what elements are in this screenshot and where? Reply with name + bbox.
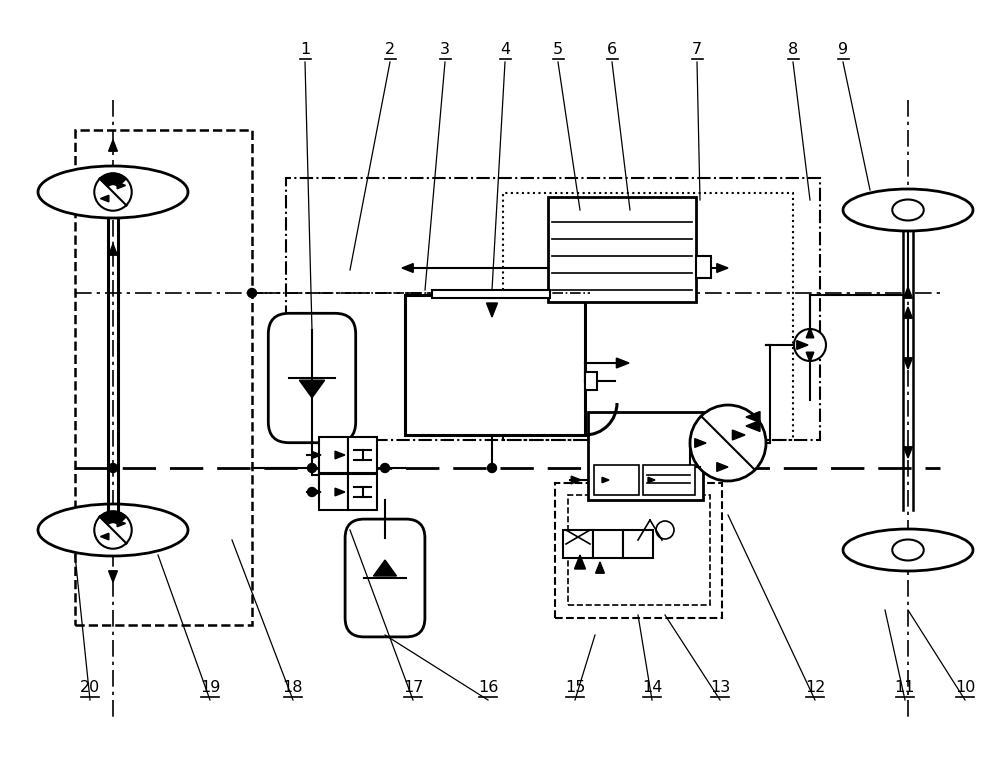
Polygon shape — [109, 244, 117, 255]
Polygon shape — [486, 303, 498, 317]
Ellipse shape — [38, 166, 188, 218]
Polygon shape — [616, 358, 629, 368]
Polygon shape — [596, 562, 604, 573]
Text: 14: 14 — [642, 680, 662, 695]
Circle shape — [308, 464, 316, 473]
Text: 7: 7 — [692, 42, 702, 57]
Polygon shape — [109, 140, 117, 151]
Circle shape — [308, 487, 316, 496]
Polygon shape — [117, 182, 126, 189]
Polygon shape — [574, 555, 586, 569]
Bar — [593, 530, 623, 558]
Bar — [568, 495, 710, 605]
Bar — [319, 474, 348, 510]
Polygon shape — [299, 380, 325, 398]
Circle shape — [108, 464, 118, 473]
Wedge shape — [100, 512, 126, 524]
Circle shape — [488, 464, 496, 473]
Text: 17: 17 — [403, 680, 423, 695]
Ellipse shape — [843, 529, 973, 571]
Ellipse shape — [843, 189, 973, 231]
Text: 1: 1 — [300, 42, 310, 57]
Polygon shape — [904, 447, 912, 458]
Text: 5: 5 — [553, 42, 563, 57]
Circle shape — [794, 329, 826, 361]
Polygon shape — [335, 451, 345, 459]
Bar — [348, 437, 377, 473]
Text: 18: 18 — [283, 680, 303, 695]
Text: 3: 3 — [440, 42, 450, 57]
Text: 4: 4 — [500, 42, 510, 57]
Polygon shape — [797, 341, 808, 349]
Polygon shape — [695, 439, 706, 447]
Bar — [643, 465, 695, 495]
Polygon shape — [373, 560, 397, 576]
Text: 12: 12 — [805, 680, 825, 695]
Ellipse shape — [94, 173, 132, 211]
Polygon shape — [717, 462, 728, 471]
Text: 10: 10 — [955, 680, 975, 695]
Bar — [555, 483, 722, 618]
Wedge shape — [100, 173, 126, 187]
Circle shape — [656, 521, 674, 539]
Text: 6: 6 — [607, 42, 617, 57]
Polygon shape — [335, 488, 345, 496]
Text: 9: 9 — [838, 42, 848, 57]
Text: 20: 20 — [80, 680, 100, 695]
Polygon shape — [571, 476, 581, 483]
Polygon shape — [904, 287, 912, 298]
Text: 13: 13 — [710, 680, 730, 695]
Polygon shape — [109, 571, 117, 582]
Polygon shape — [904, 307, 912, 318]
Ellipse shape — [892, 200, 924, 221]
Circle shape — [380, 464, 390, 473]
Polygon shape — [100, 534, 109, 540]
Polygon shape — [402, 263, 413, 272]
Bar — [594, 465, 639, 495]
Polygon shape — [746, 420, 760, 432]
Polygon shape — [904, 357, 912, 369]
Text: 19: 19 — [200, 680, 220, 695]
Bar — [432, 290, 550, 298]
Bar — [75, 130, 252, 625]
Bar — [623, 530, 653, 558]
Text: 11: 11 — [895, 680, 915, 695]
Polygon shape — [313, 489, 321, 496]
Bar — [588, 412, 703, 500]
Bar — [585, 372, 597, 390]
Polygon shape — [732, 430, 745, 440]
Bar — [405, 295, 585, 435]
Ellipse shape — [38, 504, 188, 556]
Text: 15: 15 — [565, 680, 585, 695]
Text: 8: 8 — [788, 42, 798, 57]
Polygon shape — [806, 352, 814, 362]
Circle shape — [248, 288, 256, 298]
FancyBboxPatch shape — [268, 313, 356, 442]
Polygon shape — [117, 520, 126, 527]
Bar — [548, 197, 696, 302]
Ellipse shape — [892, 540, 924, 560]
Bar — [286, 178, 820, 440]
Bar — [503, 193, 793, 440]
Bar — [319, 437, 348, 473]
Bar — [696, 256, 711, 278]
Polygon shape — [806, 328, 814, 338]
FancyBboxPatch shape — [345, 519, 425, 637]
Polygon shape — [746, 411, 760, 423]
Circle shape — [690, 405, 766, 481]
Ellipse shape — [94, 512, 132, 549]
Polygon shape — [313, 452, 321, 458]
Polygon shape — [648, 477, 655, 483]
Polygon shape — [100, 195, 109, 202]
Text: 2: 2 — [385, 42, 395, 57]
Bar — [348, 474, 377, 510]
Text: 16: 16 — [478, 680, 498, 695]
Bar — [563, 530, 593, 558]
Polygon shape — [717, 263, 728, 272]
Polygon shape — [602, 477, 609, 483]
